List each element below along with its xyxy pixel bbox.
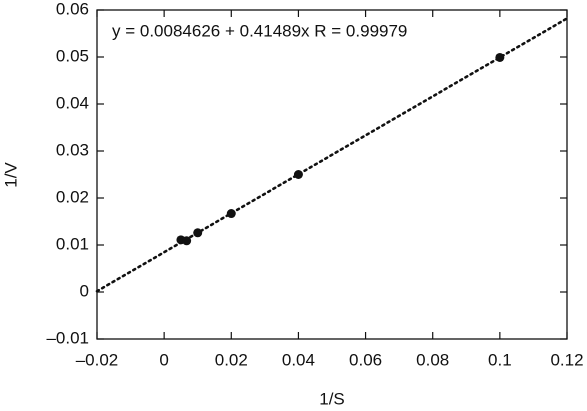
data-point xyxy=(193,228,203,238)
data-point xyxy=(293,170,303,179)
y-tick-label: 0.02 xyxy=(56,187,89,206)
x-tick-label: –0.02 xyxy=(76,350,119,369)
x-tick-label: 0.02 xyxy=(215,350,248,369)
fit-annotation: y = 0.0084626 + 0.41489x R = 0.99979 xyxy=(112,21,407,40)
y-tick-label: –0.01 xyxy=(46,328,89,347)
y-tick-label: 0.03 xyxy=(56,140,89,159)
x-tick-label: 0.1 xyxy=(488,350,512,369)
data-point xyxy=(182,236,192,246)
plot-frame xyxy=(96,9,568,340)
x-tick-label: 0.08 xyxy=(416,350,449,369)
y-axis-label: 1/V xyxy=(1,162,20,188)
y-tick-label: 0.05 xyxy=(56,46,89,65)
x-tick-label: 0.06 xyxy=(349,350,382,369)
y-tick-label: 0.04 xyxy=(56,93,89,112)
y-tick-label: 0 xyxy=(80,281,89,300)
x-axis-label: 1/S xyxy=(319,389,345,408)
y-tick-label: 0.06 xyxy=(56,0,89,18)
data-point xyxy=(495,52,505,62)
fit-line xyxy=(95,17,569,293)
y-tick-label: 0.01 xyxy=(56,234,89,253)
x-tick-label: 0.12 xyxy=(550,350,583,369)
x-tick-label: 0 xyxy=(159,350,168,369)
x-tick-label: 0.04 xyxy=(282,350,315,369)
data-point xyxy=(226,209,236,219)
